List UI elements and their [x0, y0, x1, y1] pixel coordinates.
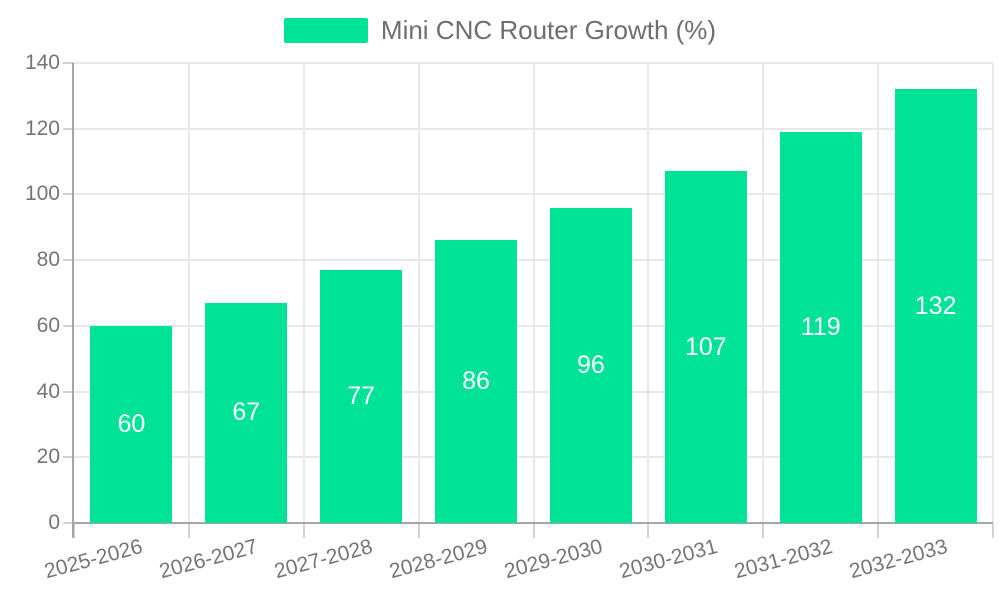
bar-value-label: 96: [577, 350, 605, 379]
y-axis-tick-label: 120: [24, 116, 60, 140]
chart-legend[interactable]: Mini CNC Router Growth (%): [0, 14, 1000, 46]
y-axis-line: [72, 63, 74, 538]
grid-line-vertical: [302, 63, 305, 523]
y-axis-tick-label: 20: [36, 445, 60, 469]
grid-line-vertical: [992, 63, 994, 523]
y-tick-mark: [63, 324, 74, 327]
bar-value-label: 67: [232, 398, 261, 427]
x-tick-mark: [877, 524, 880, 538]
bar[interactable]: 77: [320, 270, 403, 523]
y-tick-mark: [63, 522, 74, 524]
legend-swatch: [283, 17, 368, 43]
grid-line-vertical: [877, 63, 880, 523]
y-axis-tick-label: 40: [36, 379, 60, 403]
y-tick-mark: [63, 62, 74, 64]
bar[interactable]: 96: [549, 207, 632, 523]
bar-value-label: 119: [800, 313, 841, 341]
bar[interactable]: 107: [664, 171, 747, 523]
bar-value-label: 86: [462, 367, 490, 396]
bar[interactable]: 60: [90, 325, 173, 523]
y-axis-tick-label: 0: [48, 511, 60, 534]
y-tick-mark: [63, 259, 74, 262]
x-tick-mark: [532, 524, 535, 538]
y-axis-tick-label: 80: [36, 248, 60, 272]
bar-value-label: 60: [117, 409, 146, 438]
bar-value-label: 107: [684, 332, 727, 361]
bar[interactable]: 132: [894, 89, 977, 523]
bar[interactable]: 119: [779, 132, 862, 523]
grid-line-vertical: [762, 63, 765, 523]
x-tick-mark: [992, 524, 994, 538]
grid-line-vertical: [417, 63, 420, 523]
bar[interactable]: 67: [205, 302, 288, 523]
x-tick-mark: [302, 524, 305, 538]
x-tick-mark: [762, 524, 765, 538]
bar[interactable]: 86: [435, 240, 518, 523]
grid-line-vertical: [532, 63, 535, 523]
y-axis-tick-label: 60: [36, 313, 60, 337]
y-axis-tick-label: 140: [24, 51, 60, 74]
x-axis-line: [72, 522, 993, 524]
x-tick-mark: [417, 524, 420, 538]
x-tick-mark: [187, 524, 190, 538]
y-tick-mark: [63, 127, 74, 130]
y-axis-tick-label: 100: [24, 182, 60, 206]
bar-value-label: 132: [914, 291, 957, 320]
x-tick-mark: [647, 524, 650, 538]
bar-value-label: 77: [347, 382, 376, 410]
legend-label: Mini CNC Router Growth (%): [380, 15, 717, 45]
x-tick-mark: [73, 524, 75, 538]
y-tick-mark: [63, 456, 74, 459]
y-tick-mark: [63, 193, 74, 196]
grid-line-vertical: [187, 63, 190, 523]
y-tick-mark: [63, 390, 74, 393]
grid-line-vertical: [647, 63, 650, 523]
